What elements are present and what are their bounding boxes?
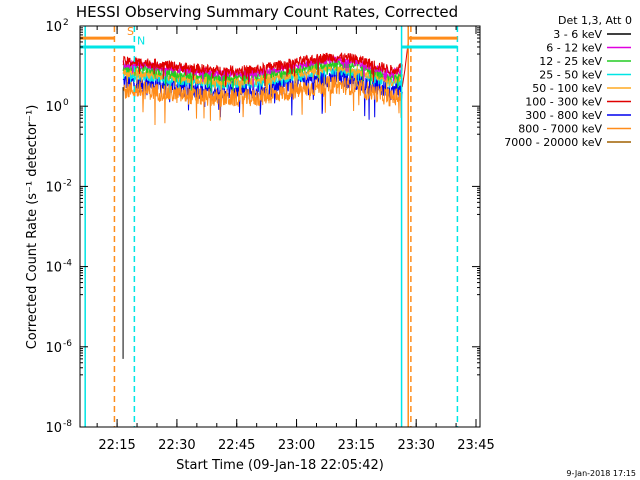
series-line bbox=[122, 52, 403, 88]
y-axis-label: Corrected Count Rate (s⁻¹ detector⁻¹) bbox=[25, 105, 40, 350]
plot-timestamp: 9-Jan-2018 17:15 bbox=[566, 469, 636, 478]
legend-entry-label: 100 - 300 keV bbox=[525, 96, 602, 109]
legend-entry-label: 800 - 7000 keV bbox=[518, 123, 602, 136]
x-tick-label: 23:45 bbox=[457, 438, 494, 453]
y-tick-label: 10 bbox=[45, 180, 62, 195]
y-tick-label: 10 bbox=[45, 20, 62, 35]
x-axis-label: Start Time (09-Jan-18 22:05:42) bbox=[176, 458, 384, 473]
marker-annotation: N bbox=[137, 34, 145, 47]
legend-entry-label: 7000 - 20000 keV bbox=[504, 136, 602, 149]
x-tick-label: 23:30 bbox=[397, 438, 434, 453]
y-tick-exponent: -4 bbox=[63, 259, 72, 269]
chart-title: HESSI Observing Summary Count Rates, Cor… bbox=[76, 3, 458, 21]
x-tick-label: 22:15 bbox=[98, 438, 135, 453]
y-tick-label: 10 bbox=[45, 421, 62, 436]
series-line bbox=[122, 76, 403, 126]
y-tick-label: 10 bbox=[45, 341, 62, 356]
marker-annotation: S bbox=[127, 25, 134, 38]
legend-entry-label: 6 - 12 keV bbox=[546, 42, 602, 55]
x-tick-label: 23:00 bbox=[278, 438, 315, 453]
legend-entry-label: 300 - 800 keV bbox=[525, 109, 602, 122]
legend-entry-label: 12 - 25 keV bbox=[539, 55, 602, 68]
y-tick-exponent: 0 bbox=[63, 98, 69, 108]
y-tick-exponent: -2 bbox=[63, 178, 72, 188]
y-tick-label: 10 bbox=[45, 261, 62, 276]
y-tick-exponent: -8 bbox=[63, 419, 72, 429]
x-tick-label: 22:45 bbox=[218, 438, 255, 453]
y-tick-exponent: -6 bbox=[63, 339, 72, 349]
x-tick-label: 23:15 bbox=[338, 438, 375, 453]
x-tick-label: 22:30 bbox=[158, 438, 195, 453]
y-tick-exponent: 2 bbox=[63, 18, 69, 28]
plot-frame bbox=[79, 25, 481, 428]
legend-title: Det 1,3, Att 0 bbox=[558, 14, 632, 27]
legend-entry-label: 25 - 50 keV bbox=[539, 69, 602, 82]
legend-entry-label: 3 - 6 keV bbox=[553, 28, 602, 41]
series-line bbox=[401, 41, 409, 88]
legend-entry-label: 50 - 100 keV bbox=[532, 82, 602, 95]
y-tick-label: 10 bbox=[45, 100, 62, 115]
series-line bbox=[122, 55, 403, 90]
